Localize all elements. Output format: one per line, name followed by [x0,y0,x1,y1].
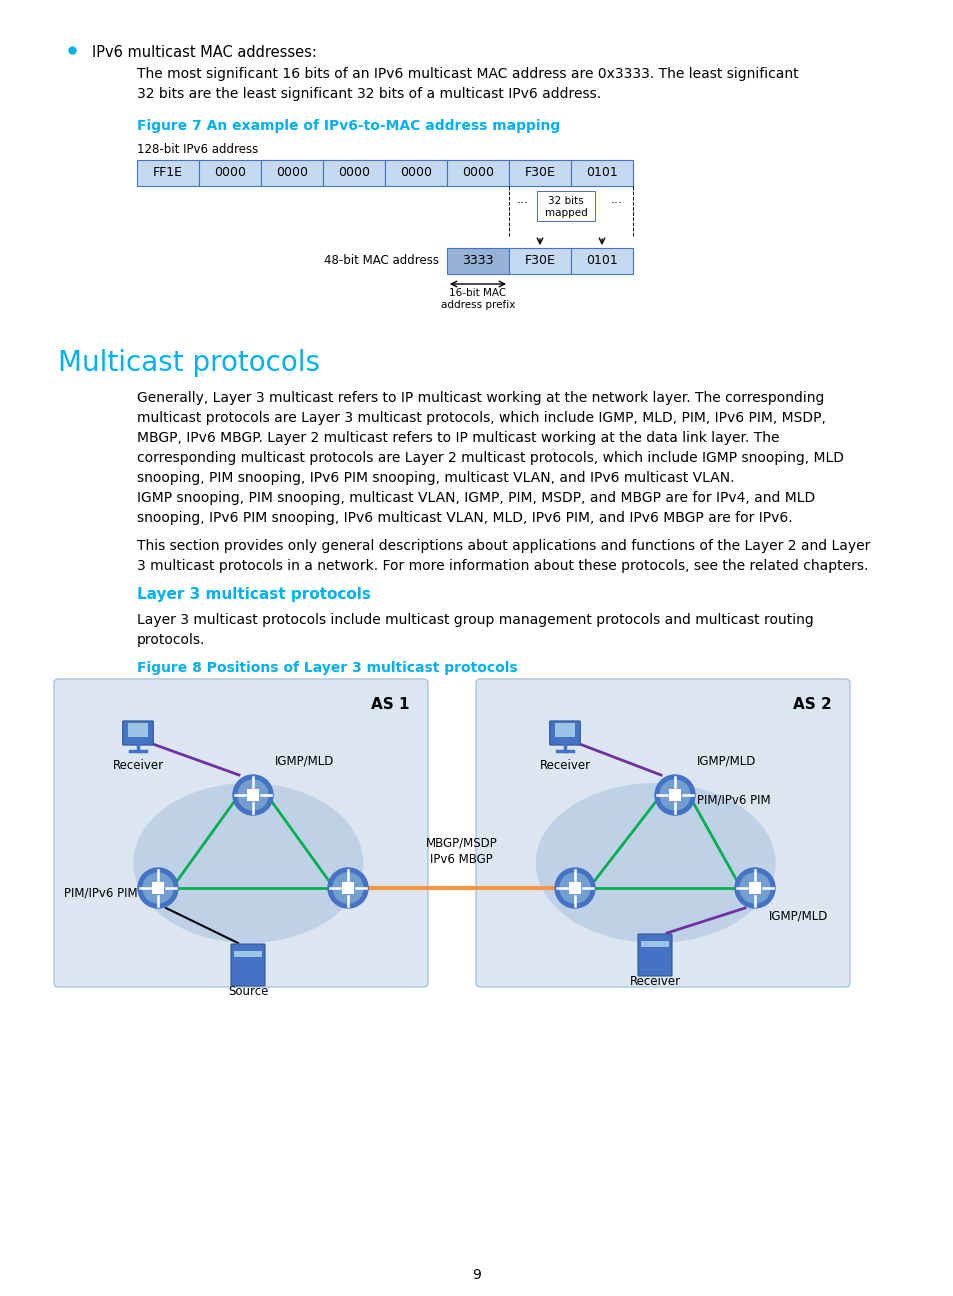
Text: 0000: 0000 [337,166,370,180]
Circle shape [659,780,689,810]
Circle shape [655,775,695,815]
Circle shape [559,874,589,903]
Bar [233,951,262,956]
Text: PIM/IPv6 PIM: PIM/IPv6 PIM [697,793,770,806]
Text: Receiver: Receiver [538,759,590,772]
Text: 32 bits
mapped: 32 bits mapped [544,196,587,219]
Bar [447,248,509,273]
FancyBboxPatch shape [549,721,579,745]
Text: 0101: 0101 [585,254,618,267]
Text: ...: ... [517,193,529,206]
Bar [247,789,258,801]
Circle shape [143,874,172,903]
Text: 128-bit IPv6 address: 128-bit IPv6 address [137,143,258,156]
Circle shape [734,868,774,908]
Circle shape [555,868,595,908]
Text: Figure 8 Positions of Layer 3 multicast protocols: Figure 8 Positions of Layer 3 multicast … [137,661,517,675]
Text: IGMP snooping, PIM snooping, multicast VLAN, IGMP, PIM, MSDP, and MBGP are for I: IGMP snooping, PIM snooping, multicast V… [137,491,815,525]
Text: 16-bit MAC
address prefix: 16-bit MAC address prefix [440,288,515,311]
Text: IGMP/MLD: IGMP/MLD [697,754,756,767]
Text: F30E: F30E [524,254,555,267]
Text: Multicast protocols: Multicast protocols [58,349,319,377]
Text: MBGP/MSDP
IPv6 MBGP: MBGP/MSDP IPv6 MBGP [425,837,497,866]
Bar [509,159,571,187]
Circle shape [237,780,268,810]
Text: 0000: 0000 [275,166,308,180]
Text: Generally, Layer 3 multicast refers to IP multicast working at the network layer: Generally, Layer 3 multicast refers to I… [137,391,843,485]
Circle shape [233,775,273,815]
Text: 0000: 0000 [399,166,432,180]
Bar [571,248,633,273]
Text: Layer 3 multicast protocols include multicast group management protocols and mul: Layer 3 multicast protocols include mult… [137,613,813,647]
Text: ...: ... [610,193,622,206]
Text: IPv6 multicast MAC addresses:: IPv6 multicast MAC addresses: [91,45,316,60]
Bar [749,883,760,894]
Bar [342,883,354,894]
Ellipse shape [536,783,775,943]
Text: 0000: 0000 [461,166,494,180]
Text: F30E: F30E [524,166,555,180]
Bar [569,883,580,894]
Text: Receiver: Receiver [112,759,163,772]
Bar [537,191,595,222]
Text: IGMP/MLD: IGMP/MLD [768,910,827,923]
Text: FF1E: FF1E [152,166,183,180]
FancyBboxPatch shape [54,679,428,988]
FancyBboxPatch shape [638,934,671,976]
Text: 3333: 3333 [462,254,494,267]
Text: The most significant 16 bits of an IPv6 multicast MAC address are 0x3333. The le: The most significant 16 bits of an IPv6 … [137,67,798,101]
Circle shape [740,874,769,903]
Text: This section provides only general descriptions about applications and functions: This section provides only general descr… [137,539,869,573]
Circle shape [138,868,178,908]
Text: PIM/IPv6 PIM: PIM/IPv6 PIM [64,886,138,899]
Text: 9: 9 [472,1267,481,1282]
Text: Layer 3 multicast protocols: Layer 3 multicast protocols [137,587,371,603]
FancyBboxPatch shape [231,943,265,986]
FancyBboxPatch shape [476,679,849,988]
Bar [152,883,163,894]
Text: 0000: 0000 [213,166,246,180]
Bar [554,723,575,737]
Bar [640,941,668,947]
Bar [137,159,199,187]
Text: AS 2: AS 2 [792,697,831,712]
Bar [199,159,261,187]
Circle shape [328,868,368,908]
Bar [447,159,509,187]
Text: 48-bit MAC address: 48-bit MAC address [324,254,438,267]
Bar [385,159,447,187]
Bar [571,159,633,187]
Text: AS 1: AS 1 [371,697,410,712]
Text: Figure 7 An example of IPv6-to-MAC address mapping: Figure 7 An example of IPv6-to-MAC addre… [137,119,559,133]
Text: IGMP/MLD: IGMP/MLD [274,754,334,767]
Text: 0101: 0101 [585,166,618,180]
Ellipse shape [133,783,363,943]
Bar [128,723,149,737]
Bar [323,159,385,187]
FancyBboxPatch shape [123,721,153,745]
Bar [261,159,323,187]
Text: Receiver: Receiver [629,975,679,988]
Circle shape [333,874,363,903]
Bar [509,248,571,273]
Text: Source: Source [228,985,268,998]
Bar [669,789,679,801]
